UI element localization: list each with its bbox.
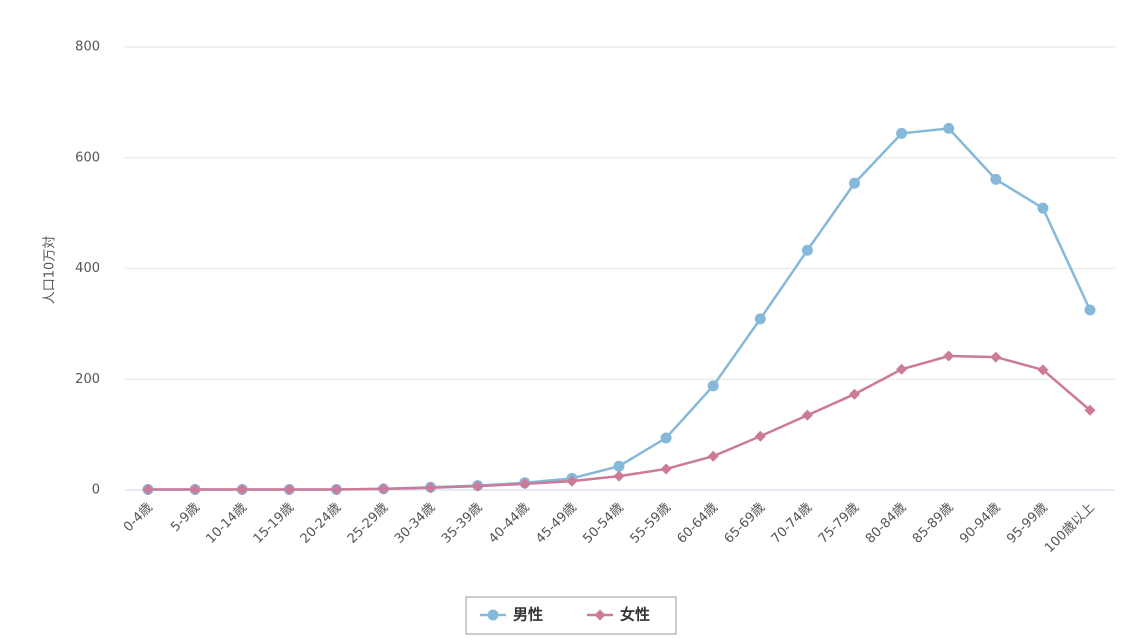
point — [613, 470, 625, 482]
point — [943, 122, 955, 134]
point — [754, 430, 766, 442]
x-tick-label: 0-4歳 — [121, 500, 156, 535]
x-tick-label: 20-24歳 — [298, 500, 345, 547]
point — [425, 482, 437, 494]
x-tick-label: 5-9歳 — [168, 500, 203, 535]
point — [378, 483, 389, 495]
legend-label: 女性 — [620, 606, 650, 624]
x-tick-label: 40-44歳 — [486, 500, 533, 547]
point — [519, 478, 531, 490]
x-tick-label: 55-59歳 — [627, 500, 674, 547]
x-tick-label: 50-54歳 — [580, 500, 627, 547]
point — [990, 173, 1002, 185]
x-tick-label: 90-94歳 — [957, 500, 1004, 547]
point — [142, 483, 154, 495]
x-tick-label: 60-64歳 — [675, 500, 722, 547]
point — [613, 460, 625, 472]
point — [801, 244, 813, 256]
point — [849, 388, 860, 400]
x-tick-label: 35-39歳 — [439, 500, 486, 547]
point — [236, 483, 248, 495]
x-tick-label: 10-14歳 — [204, 500, 251, 547]
point — [1037, 364, 1049, 376]
legend-label: 男性 — [513, 606, 543, 624]
x-tick-label: 30-34歳 — [392, 500, 439, 547]
y-tick-label: 200 — [75, 372, 100, 387]
y-tick-label: 800 — [75, 40, 100, 55]
point — [330, 483, 342, 495]
point — [1084, 404, 1096, 416]
x-tick-label: 70-74歳 — [769, 500, 816, 547]
x-tick-label: 45-49歳 — [533, 500, 580, 547]
point — [660, 432, 672, 444]
point — [472, 480, 484, 492]
x-tick-label: 100歳以上 — [1042, 500, 1098, 556]
point — [566, 475, 578, 487]
point — [594, 609, 606, 621]
x-tick-label: 15-19歳 — [251, 500, 298, 547]
point — [801, 409, 813, 421]
y-axis-label: 人口10万対 — [43, 236, 58, 305]
point — [754, 313, 766, 325]
x-tick-label: 25-29歳 — [345, 500, 392, 547]
point — [189, 483, 201, 495]
point — [1037, 202, 1049, 214]
y-tick-label: 400 — [75, 261, 100, 276]
point — [896, 363, 908, 375]
x-tick-label: 75-79歳 — [816, 500, 863, 547]
y-tick-label: 0 — [92, 483, 100, 498]
point — [487, 609, 499, 621]
y-tick-label: 600 — [75, 150, 100, 165]
point — [990, 351, 1002, 363]
line — [148, 127, 1092, 491]
x-tick-label: 85-89歳 — [910, 500, 957, 547]
x-tick-label: 80-84歳 — [863, 500, 910, 547]
point — [660, 463, 672, 475]
point — [1084, 304, 1096, 316]
x-tick-label: 95-99歳 — [1004, 500, 1051, 547]
point — [283, 483, 295, 495]
point — [707, 380, 719, 392]
point — [896, 127, 908, 139]
point — [943, 350, 955, 362]
x-tick-label: 65-69歳 — [722, 500, 769, 547]
point — [849, 177, 860, 189]
point — [707, 450, 719, 462]
